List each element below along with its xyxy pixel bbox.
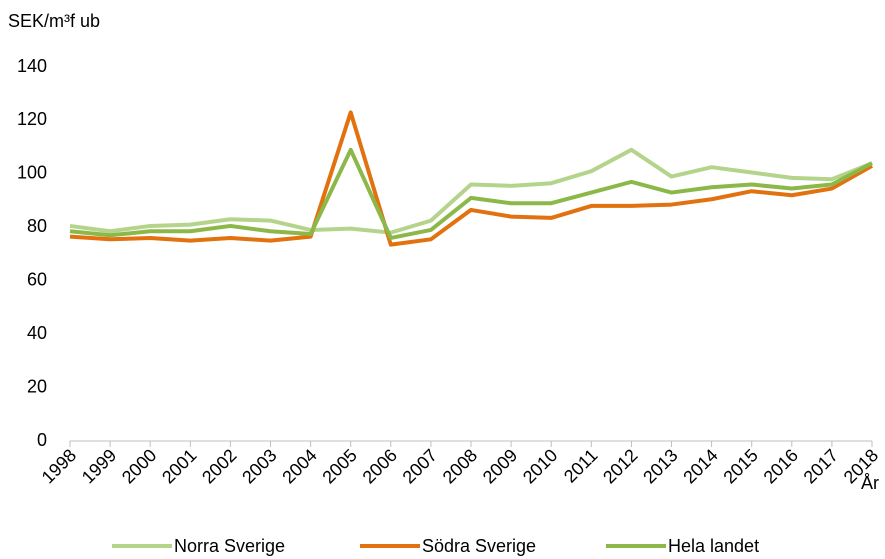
y-tick-label: 140 (17, 56, 47, 76)
x-tick-label: 2013 (639, 445, 681, 487)
y-tick-label: 0 (37, 430, 47, 450)
x-tick-label: 2006 (359, 445, 401, 487)
x-tick-label: 2003 (238, 445, 280, 487)
x-tick-label: 2014 (679, 445, 721, 487)
y-tick-label: 40 (27, 323, 47, 343)
x-axis-label: År (861, 473, 879, 493)
y-tick-label: 100 (17, 163, 47, 183)
x-tick-label: 1998 (38, 445, 80, 487)
x-tick-label: 2009 (479, 445, 521, 487)
legend-label: Norra Sverige (174, 536, 285, 556)
y-tick-label: 60 (27, 269, 47, 289)
legend-label: Södra Sverige (422, 536, 536, 556)
series-line (69, 147, 873, 240)
x-tick-label: 2017 (800, 445, 842, 487)
series-line (69, 110, 873, 247)
y-tick-label: 120 (17, 109, 47, 129)
x-tick-label: 2005 (318, 445, 360, 487)
x-tick-label: 2004 (278, 445, 320, 487)
x-tick-label: 2001 (158, 445, 200, 487)
x-tick-label: 2010 (519, 445, 561, 487)
x-tick-label: 2012 (599, 445, 641, 487)
x-tick-label: 2015 (719, 445, 761, 487)
x-tick-label: 2002 (198, 445, 240, 487)
x-tick-label: 2000 (118, 445, 160, 487)
x-tick-label: 2007 (399, 445, 441, 487)
x-tick-label: 2016 (760, 445, 802, 487)
legend-label: Hela landet (668, 536, 759, 556)
x-tick-label: 2011 (560, 445, 602, 487)
x-tick-label: 1999 (78, 445, 120, 487)
y-tick-label: 20 (27, 376, 47, 396)
x-tick-label: 2008 (439, 445, 481, 487)
y-tick-label: 80 (27, 216, 47, 236)
y-axis-label: SEK/m³f ub (8, 11, 100, 31)
series-line (69, 147, 873, 235)
